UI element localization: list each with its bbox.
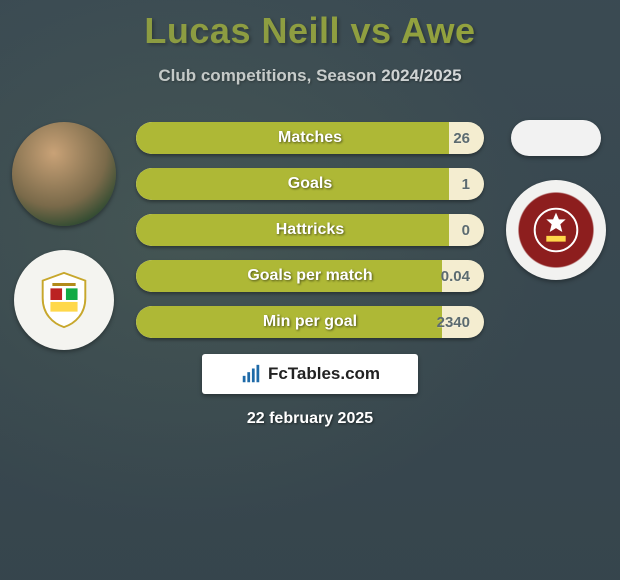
player-left-avatar	[12, 122, 116, 226]
page-title: Lucas Neill vs Awe	[0, 0, 620, 52]
stat-row-goals: Goals 1	[136, 168, 484, 200]
right-player-column	[500, 120, 612, 280]
brand-logo[interactable]: FcTables.com	[202, 354, 418, 394]
stat-label: Goals	[136, 175, 484, 193]
player-right-avatar	[511, 120, 601, 156]
stat-label: Matches	[136, 129, 484, 147]
brand-text: FcTables.com	[268, 364, 380, 384]
shield-icon	[33, 269, 95, 331]
left-player-column	[8, 122, 120, 350]
stat-label: Hattricks	[136, 221, 484, 239]
footer-date: 22 february 2025	[0, 410, 620, 428]
stat-row-hattricks: Hattricks 0	[136, 214, 484, 246]
club-left-crest	[14, 250, 114, 350]
page-subtitle: Club competitions, Season 2024/2025	[0, 66, 620, 86]
bars-icon	[240, 363, 262, 385]
stat-value: 0.04	[441, 268, 470, 285]
stat-row-min-per-goal: Min per goal 2340	[136, 306, 484, 338]
stat-label: Goals per match	[136, 267, 484, 285]
stat-value: 2340	[437, 314, 470, 331]
stat-row-goals-per-match: Goals per match 0.04	[136, 260, 484, 292]
stats-bars: Matches 26 Goals 1 Hattricks 0 Goals per…	[136, 122, 484, 338]
stat-value: 26	[453, 130, 470, 147]
stat-label: Min per goal	[136, 313, 484, 331]
crest-icon	[525, 199, 587, 261]
stat-value: 1	[462, 176, 470, 193]
stat-value: 0	[462, 222, 470, 239]
stat-row-matches: Matches 26	[136, 122, 484, 154]
club-right-crest	[506, 180, 606, 280]
